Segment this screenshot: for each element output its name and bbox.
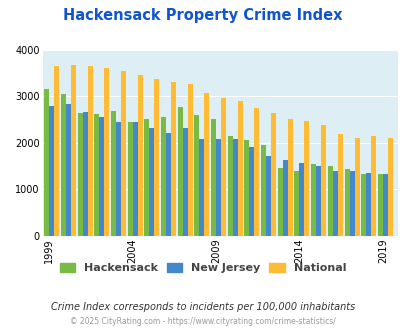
Bar <box>182 128 187 236</box>
Bar <box>221 98 226 236</box>
Bar <box>171 82 176 236</box>
Bar <box>260 145 265 236</box>
Bar <box>344 169 349 236</box>
Legend: Hackensack, New Jersey, National: Hackensack, New Jersey, National <box>60 263 345 273</box>
Bar <box>244 140 249 236</box>
Bar <box>44 89 49 236</box>
Bar <box>121 71 126 236</box>
Bar <box>320 125 325 236</box>
Bar <box>282 160 287 236</box>
Bar <box>132 122 137 236</box>
Bar <box>387 138 392 236</box>
Bar <box>265 156 271 236</box>
Bar <box>71 65 76 236</box>
Bar <box>187 84 192 236</box>
Bar <box>310 164 315 236</box>
Text: Hackensack Property Crime Index: Hackensack Property Crime Index <box>63 8 342 23</box>
Bar <box>111 111 116 236</box>
Bar <box>249 148 254 236</box>
Bar <box>144 119 149 236</box>
Bar <box>299 163 304 236</box>
Text: Crime Index corresponds to incidents per 100,000 inhabitants: Crime Index corresponds to incidents per… <box>51 302 354 312</box>
Bar <box>137 75 142 236</box>
Bar <box>166 133 171 236</box>
Bar <box>227 136 232 236</box>
Bar <box>94 114 99 236</box>
Bar <box>77 113 83 236</box>
Bar <box>337 134 342 236</box>
Bar <box>237 101 242 236</box>
Bar <box>377 174 382 236</box>
Bar <box>99 117 104 236</box>
Bar <box>194 115 199 236</box>
Bar <box>104 68 109 236</box>
Text: © 2025 CityRating.com - https://www.cityrating.com/crime-statistics/: © 2025 CityRating.com - https://www.city… <box>70 317 335 326</box>
Bar <box>382 174 387 236</box>
Bar <box>154 79 159 236</box>
Bar <box>49 106 54 236</box>
Bar <box>294 171 299 236</box>
Bar <box>277 168 282 236</box>
Bar <box>271 114 275 236</box>
Bar <box>332 171 337 236</box>
Bar <box>315 167 320 236</box>
Bar <box>232 139 237 236</box>
Bar <box>199 139 204 236</box>
Bar <box>61 94 66 236</box>
Bar <box>177 107 182 236</box>
Bar <box>161 117 166 236</box>
Bar <box>304 121 309 236</box>
Bar <box>116 122 121 236</box>
Bar <box>204 93 209 236</box>
Bar <box>287 119 292 236</box>
Bar <box>365 173 370 236</box>
Bar <box>349 171 354 236</box>
Bar <box>370 136 375 236</box>
Bar <box>149 128 154 236</box>
Bar <box>54 66 59 236</box>
Bar <box>254 108 259 236</box>
Bar <box>66 104 71 236</box>
Bar <box>83 113 87 236</box>
Bar <box>215 139 221 236</box>
Bar <box>128 122 132 236</box>
Bar <box>360 174 365 236</box>
Bar <box>354 138 359 236</box>
Bar <box>211 119 215 236</box>
Bar <box>327 166 332 236</box>
Bar <box>87 66 92 236</box>
